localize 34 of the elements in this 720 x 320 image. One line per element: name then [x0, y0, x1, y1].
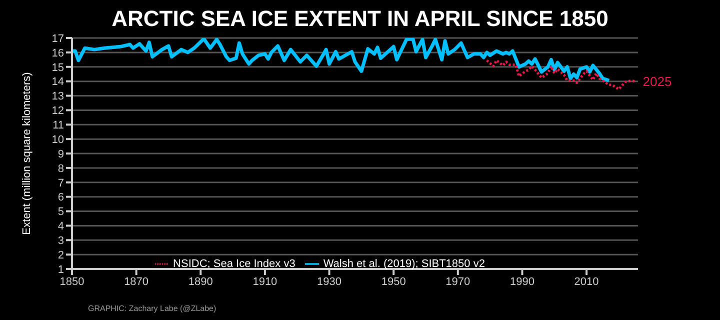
x-tick-label: 1990: [510, 276, 534, 288]
line-series: [486, 59, 636, 91]
y-tick-label: 8: [58, 162, 64, 175]
x-tick-label: 1970: [446, 276, 470, 288]
x-tick-label: 1850: [60, 276, 84, 288]
y-tick-label: 13: [52, 90, 64, 103]
y-tick-label: 1: [58, 264, 64, 276]
y-tick-label: 15: [52, 62, 64, 74]
x-tick-label: 2010: [574, 276, 599, 288]
x-tick-label: 1890: [188, 276, 213, 288]
y-tick-label: 17: [52, 32, 64, 45]
text: GRAPHIC: Zachary Labe (@ZLabe): [88, 304, 216, 313]
y-tick-label: 10: [52, 134, 64, 146]
y-tick-label: 9: [58, 148, 64, 160]
y-tick-label: 2: [58, 249, 64, 262]
y-tick-label: 6: [58, 192, 64, 204]
y-tick-label: 3: [58, 235, 64, 248]
annotation: 2025: [642, 74, 672, 89]
y-tick-label: 4: [58, 220, 64, 233]
x-tick-label: 1910: [252, 276, 278, 288]
line-series: [72, 38, 611, 82]
legend-label: NSIDC; Sea Ice Index v3: [173, 258, 296, 270]
y-tick-label: 14: [52, 76, 64, 88]
y-tick-label: 12: [52, 105, 64, 118]
y-axis-title: Extent (million square kilometers): [20, 72, 33, 235]
legend-label: Walsh et al. (2019); SIBT1850 v2: [323, 258, 485, 270]
x-tick-label: 1870: [124, 276, 149, 288]
y-tick-label: 16: [52, 47, 64, 60]
x-tick-label: 1950: [381, 276, 406, 288]
chart-title: ARCTIC SEA ICE EXTENT IN APRIL SINCE 1850: [110, 6, 610, 32]
y-tick-label: 7: [58, 177, 64, 190]
x-tick-label: 1930: [317, 276, 342, 288]
y-tick-label: 5: [58, 206, 64, 218]
y-tick-label: 11: [52, 120, 64, 132]
